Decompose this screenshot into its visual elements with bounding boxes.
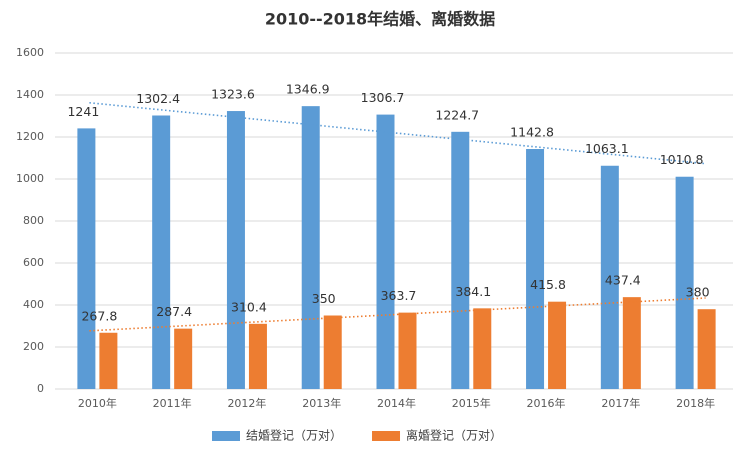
bar [226, 111, 245, 389]
y-tick-label: 1000 [16, 172, 44, 185]
trendline [89, 101, 706, 165]
data-label: 1346.9 [286, 82, 330, 97]
data-label: 1010.8 [660, 152, 704, 167]
data-label: 350 [312, 291, 336, 306]
data-label: 437.4 [605, 273, 641, 288]
bar [622, 297, 641, 389]
legend-label: 离婚登记（万对） [406, 428, 502, 443]
data-label: 1241 [67, 104, 99, 119]
legend-swatch [372, 431, 401, 441]
data-label: 1063.1 [585, 141, 629, 156]
bar [248, 323, 267, 389]
y-tick-label: 0 [37, 382, 44, 395]
data-label: 1306.7 [361, 90, 405, 105]
data-label: 1302.4 [136, 91, 180, 106]
bar [675, 176, 694, 389]
bar [451, 131, 470, 390]
y-tick-label: 400 [23, 298, 44, 311]
bar [473, 308, 492, 389]
data-label: 415.8 [530, 277, 566, 292]
data-label: 287.4 [156, 304, 192, 319]
x-tick-label: 2010年 [78, 396, 117, 410]
data-label: 1142.8 [510, 125, 554, 140]
y-tick-label: 1400 [16, 88, 44, 101]
x-tick-label: 2014年 [377, 396, 416, 410]
bar [77, 128, 96, 389]
trendline [89, 297, 706, 332]
bar [99, 332, 118, 389]
x-tick-label: 2017年 [601, 396, 640, 410]
y-tick-label: 200 [23, 340, 44, 353]
data-label: 310.4 [231, 299, 267, 314]
x-tick-label: 2013年 [302, 396, 341, 410]
bar [600, 165, 619, 389]
bar [376, 114, 395, 389]
bar [398, 312, 417, 389]
legend-label: 结婚登记（万对） [246, 428, 342, 443]
bar [526, 149, 545, 389]
x-tick-label: 2012年 [227, 396, 266, 410]
data-label: 384.1 [455, 284, 491, 299]
bar [301, 106, 320, 389]
bar [174, 328, 193, 389]
x-tick-label: 2018年 [676, 396, 715, 410]
bar [697, 309, 716, 389]
bar [152, 115, 171, 389]
x-tick-label: 2011年 [153, 396, 192, 410]
x-tick-label: 2015年 [452, 396, 491, 410]
bar [548, 301, 567, 389]
data-label: 380 [686, 285, 710, 300]
y-tick-label: 600 [23, 256, 44, 269]
data-label: 1224.7 [435, 107, 479, 122]
legend-swatch [212, 431, 240, 441]
bar [323, 315, 342, 389]
data-label: 267.8 [81, 308, 117, 323]
x-tick-label: 2016年 [527, 396, 566, 410]
y-tick-label: 1200 [16, 130, 44, 143]
data-label: 1323.6 [211, 87, 255, 102]
y-tick-label: 800 [23, 214, 44, 227]
data-label: 363.7 [381, 288, 417, 303]
y-tick-label: 1600 [16, 46, 44, 59]
chart-title: 2010--2018年结婚、离婚数据 [265, 10, 495, 29]
